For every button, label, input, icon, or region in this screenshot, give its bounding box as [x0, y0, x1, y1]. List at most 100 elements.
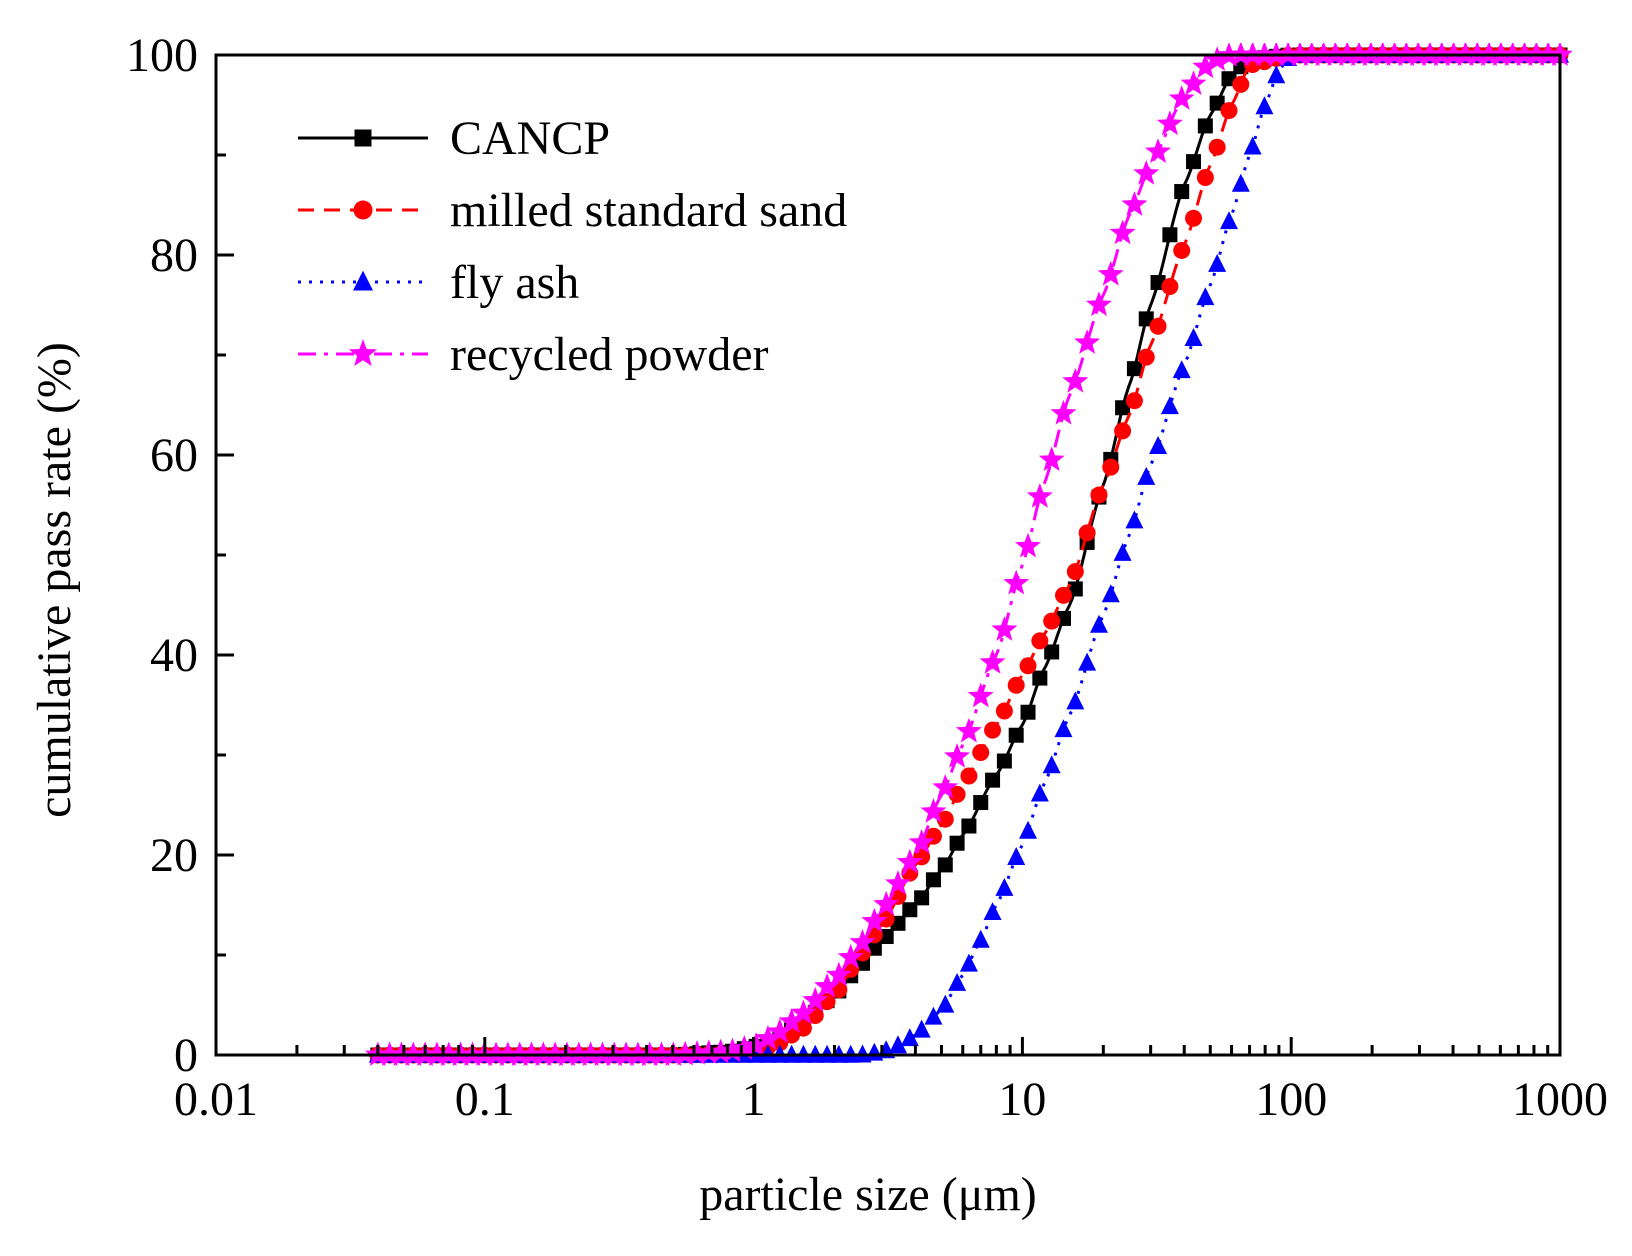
data-point [1043, 612, 1061, 630]
x-tick-label: 0.1 [455, 1073, 515, 1126]
data-point [1208, 138, 1226, 156]
data-point [1137, 348, 1155, 366]
data-point [873, 890, 900, 916]
data-point [731, 1035, 758, 1060]
data-point [936, 810, 954, 828]
data-point [1008, 727, 1024, 743]
data-point [1054, 586, 1072, 604]
data-point [1197, 118, 1213, 134]
legend-item: CANCP [298, 112, 610, 165]
y-tick-label: 100 [126, 29, 198, 82]
data-point [1255, 96, 1274, 115]
data-point [1267, 65, 1286, 84]
data-point [1209, 95, 1225, 111]
data-point [1160, 396, 1179, 415]
data-point [1196, 287, 1215, 306]
data-point [1007, 676, 1025, 694]
legend-marker [354, 129, 372, 147]
y-tick-label: 80 [150, 229, 198, 282]
data-point [1156, 110, 1183, 136]
data-point [790, 999, 817, 1025]
data-point [1174, 184, 1190, 200]
data-point [1180, 70, 1207, 96]
data-point [1149, 436, 1168, 454]
x-tick-label: 100 [1255, 1073, 1327, 1126]
data-point [1173, 241, 1191, 259]
data-point [1133, 160, 1160, 185]
data-point [825, 961, 852, 987]
data-point [1101, 584, 1120, 603]
data-point [1109, 219, 1136, 245]
data-point [1145, 138, 1172, 163]
data-point [936, 994, 955, 1013]
data-point [814, 972, 841, 998]
x-tick-label: 0.01 [174, 1073, 258, 1126]
data-point [1114, 422, 1132, 440]
data-point [1050, 399, 1077, 425]
data-point [925, 872, 941, 888]
data-point [743, 1032, 770, 1057]
data-point [908, 829, 935, 854]
data-point [1231, 173, 1250, 192]
data-point [960, 767, 978, 785]
data-point [948, 785, 966, 803]
data-point [896, 848, 923, 874]
data-point [972, 744, 990, 762]
legend-label: fly ash [450, 256, 579, 309]
data-point [684, 1040, 710, 1065]
data-point [1003, 569, 1030, 595]
data-point [1192, 53, 1219, 79]
data-point [754, 1024, 781, 1050]
data-point [944, 743, 971, 768]
data-point [1113, 542, 1132, 561]
data-point [1168, 85, 1195, 110]
data-point [914, 890, 930, 906]
data-point [1031, 632, 1049, 650]
data-point [1172, 360, 1191, 379]
data-point [912, 1019, 931, 1038]
data-point [959, 953, 978, 972]
data-point [1220, 102, 1238, 120]
data-point [888, 1035, 907, 1054]
data-point [932, 774, 959, 799]
data-point [1097, 260, 1124, 286]
x-axis-title: particle size (μm) [699, 1168, 1037, 1221]
data-point [1149, 317, 1167, 335]
data-point [1204, 46, 1231, 71]
data-point [1115, 400, 1131, 416]
data-point [1126, 361, 1142, 377]
data-point [1054, 719, 1073, 738]
data-point [1074, 329, 1101, 354]
data-point [1019, 657, 1037, 675]
data-point [1085, 291, 1112, 317]
data-point [802, 986, 829, 1012]
legend-marker [353, 200, 373, 220]
data-point [1042, 755, 1061, 774]
data-point [1184, 328, 1203, 346]
data-point [1044, 644, 1060, 660]
y-tick-label: 60 [150, 429, 198, 482]
data-point [1066, 691, 1085, 710]
data-point [707, 1038, 734, 1064]
data-point [983, 902, 1002, 921]
axes: 0.01 0.1 1 10 100 1000 0 20 40 60 80 100 [126, 29, 1608, 1126]
data-point [849, 928, 876, 954]
data-point [1089, 614, 1108, 633]
data-point [984, 721, 1002, 739]
data-point [1102, 458, 1120, 476]
data-point [1032, 670, 1048, 686]
y-tick-label: 40 [150, 629, 198, 682]
data-point [985, 772, 1001, 788]
x-tick-label: 1 [742, 1073, 766, 1126]
x-tick-label: 1000 [1512, 1073, 1608, 1126]
data-point [902, 902, 918, 918]
data-point [1243, 136, 1262, 155]
data-point [1090, 486, 1108, 504]
data-point [719, 1037, 746, 1063]
data-point [1208, 253, 1227, 272]
data-point [967, 682, 994, 708]
data-point [1137, 466, 1156, 485]
data-point [837, 943, 864, 969]
data-point [1066, 563, 1084, 581]
data-point [1062, 367, 1089, 393]
